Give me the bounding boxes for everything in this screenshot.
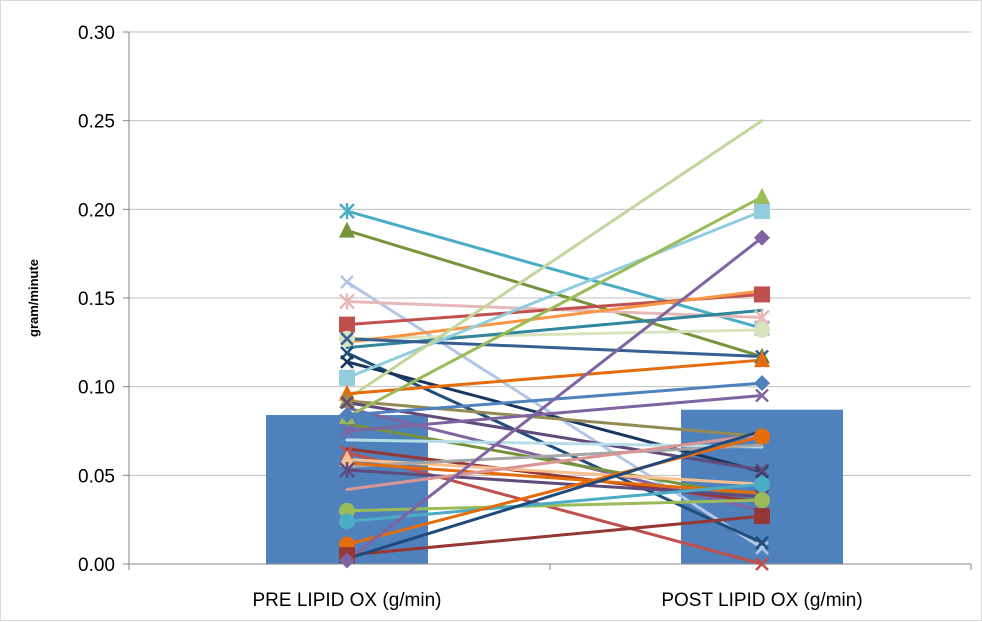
y-tick-label: 0.15 bbox=[78, 289, 115, 310]
series-line-3 bbox=[345, 280, 764, 550]
series-marker bbox=[339, 369, 355, 386]
series-line-27 bbox=[345, 461, 764, 495]
series-line-18 bbox=[345, 195, 764, 419]
series-marker bbox=[339, 513, 355, 530]
y-tick-label: 0.30 bbox=[78, 23, 115, 44]
series-marker bbox=[754, 492, 770, 509]
gridlines bbox=[129, 31, 971, 476]
series-line-6 bbox=[345, 328, 764, 341]
series-marker bbox=[340, 354, 354, 369]
series-marker bbox=[755, 541, 769, 555]
series-line-7 bbox=[345, 289, 764, 344]
series-marker bbox=[754, 508, 770, 525]
y-tick-label: 0.20 bbox=[78, 200, 115, 221]
series-line-29 bbox=[345, 433, 764, 492]
y-tick-labels: 0.00 0.05 0.10 0.15 0.20 0.25 0.30 bbox=[78, 23, 115, 576]
series-line-22 bbox=[345, 438, 764, 449]
series-marker bbox=[755, 535, 769, 550]
series-marker bbox=[340, 424, 354, 438]
series-marker bbox=[754, 203, 770, 220]
series-line-30 bbox=[345, 498, 764, 513]
series-marker bbox=[754, 187, 770, 204]
series-line-34 bbox=[345, 236, 764, 562]
series-line-15 bbox=[345, 399, 764, 438]
series-line-12 bbox=[345, 209, 764, 380]
series-marker bbox=[755, 388, 769, 403]
series-line-32 bbox=[345, 434, 764, 546]
series-line-1 bbox=[345, 209, 764, 330]
x-category-label: POST LIPID OX (g/min) bbox=[661, 590, 862, 611]
series-marker bbox=[755, 557, 769, 571]
series-marker bbox=[340, 331, 354, 346]
series-line-13 bbox=[345, 119, 764, 401]
series-line-14 bbox=[345, 358, 764, 396]
series-marker bbox=[340, 275, 354, 289]
series-marker bbox=[754, 321, 770, 338]
y-tick-label: 0.05 bbox=[78, 466, 115, 487]
series-markers bbox=[339, 187, 770, 571]
series-line-9 bbox=[345, 337, 764, 359]
series-marker bbox=[755, 463, 769, 477]
y-axis-label: gram/minute bbox=[26, 259, 41, 337]
series-line-16 bbox=[345, 401, 764, 472]
series-marker bbox=[339, 293, 355, 310]
series-marker bbox=[340, 395, 354, 410]
series-marker bbox=[339, 407, 355, 424]
series-marker bbox=[754, 375, 770, 392]
series-marker bbox=[754, 286, 770, 303]
y-tick-label: 0.00 bbox=[78, 555, 115, 576]
y-tick-label: 0.10 bbox=[78, 378, 115, 399]
series-line-28 bbox=[345, 468, 764, 499]
series-marker bbox=[754, 229, 770, 246]
series-marker bbox=[339, 462, 355, 479]
series-line-21 bbox=[345, 394, 764, 433]
series-marker bbox=[754, 476, 770, 493]
series-marker bbox=[339, 552, 355, 569]
series-marker bbox=[339, 391, 355, 408]
series-line-10 bbox=[345, 351, 764, 545]
series-line-33 bbox=[345, 514, 764, 557]
series-line-26 bbox=[345, 443, 764, 468]
y-tick-label: 0.25 bbox=[78, 112, 115, 133]
series-marker bbox=[339, 316, 355, 333]
series-marker bbox=[754, 351, 770, 368]
series-line-24 bbox=[345, 450, 764, 566]
axes bbox=[123, 31, 972, 570]
series-marker bbox=[754, 428, 770, 445]
series-marker bbox=[339, 221, 355, 238]
series-marker bbox=[339, 203, 355, 220]
series-line-31 bbox=[345, 482, 764, 523]
series-line-35 bbox=[345, 429, 764, 561]
x-category-labels: PRE LIPID OX (g/min) POST LIPID OX (g/min… bbox=[253, 590, 863, 611]
x-category-label: PRE LIPID OX (g/min) bbox=[253, 590, 442, 611]
series-lines bbox=[345, 119, 764, 566]
series-marker bbox=[755, 464, 769, 479]
series-marker bbox=[339, 450, 355, 467]
